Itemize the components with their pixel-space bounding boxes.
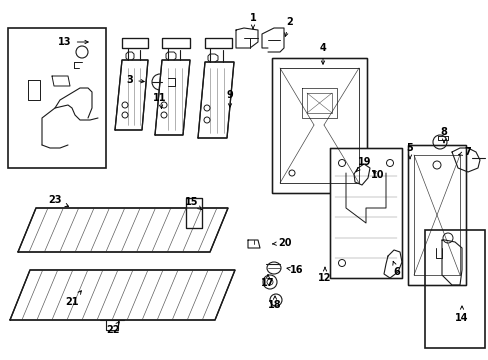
- Bar: [8, 28, 106, 168]
- Polygon shape: [122, 38, 148, 48]
- Text: 14: 14: [454, 306, 468, 323]
- Text: 21: 21: [65, 291, 81, 307]
- Polygon shape: [198, 62, 234, 138]
- Text: 2: 2: [284, 17, 293, 36]
- Text: 5: 5: [406, 143, 412, 159]
- Text: 1: 1: [249, 13, 256, 29]
- Polygon shape: [204, 38, 231, 48]
- Text: 11: 11: [153, 93, 166, 109]
- Polygon shape: [407, 145, 465, 285]
- Text: 16: 16: [286, 265, 303, 275]
- Text: 18: 18: [267, 296, 281, 310]
- Text: 4: 4: [319, 43, 325, 64]
- Text: 10: 10: [370, 170, 384, 180]
- Polygon shape: [185, 198, 202, 228]
- Polygon shape: [155, 60, 190, 135]
- Polygon shape: [162, 38, 190, 48]
- Polygon shape: [271, 58, 366, 193]
- Polygon shape: [10, 270, 235, 320]
- Text: 6: 6: [392, 261, 400, 277]
- Text: 17: 17: [261, 275, 274, 288]
- Text: 8: 8: [440, 127, 447, 143]
- Text: 20: 20: [272, 238, 291, 248]
- Bar: [271, 58, 366, 193]
- Text: 15: 15: [185, 197, 201, 210]
- Text: 12: 12: [318, 267, 331, 283]
- Polygon shape: [18, 208, 227, 252]
- Text: 3: 3: [126, 75, 144, 85]
- Text: 7: 7: [458, 147, 470, 157]
- Polygon shape: [329, 148, 401, 278]
- Text: 13: 13: [58, 37, 88, 47]
- Bar: [407, 145, 465, 285]
- Text: 19: 19: [355, 157, 371, 172]
- Text: 9: 9: [226, 90, 233, 107]
- Text: 23: 23: [48, 195, 68, 207]
- Bar: [424, 230, 484, 348]
- Polygon shape: [115, 60, 148, 130]
- Text: 22: 22: [106, 322, 120, 335]
